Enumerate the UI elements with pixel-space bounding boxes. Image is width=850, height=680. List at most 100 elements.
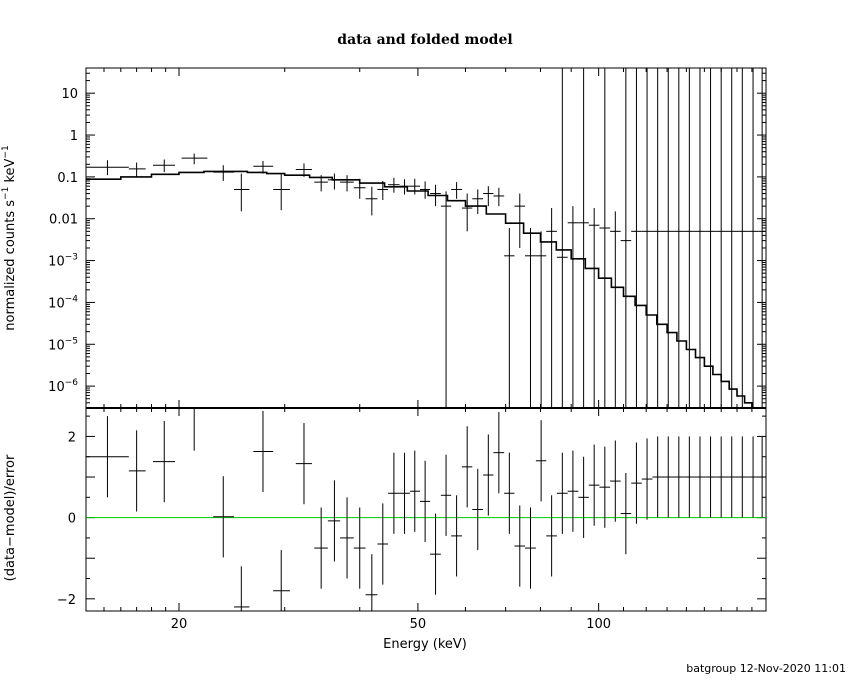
data-point [152, 159, 176, 173]
residual-point [365, 554, 378, 611]
data-point [409, 178, 420, 195]
residual-point [715, 436, 727, 518]
residual-point [493, 412, 505, 494]
data-point [440, 191, 452, 408]
model-curve [86, 170, 766, 409]
residual-point [705, 436, 716, 518]
data-point [578, 68, 589, 408]
residual-point [461, 426, 473, 508]
data-point [399, 179, 410, 195]
data-point [525, 228, 536, 408]
data-point [483, 186, 494, 207]
data-point [684, 68, 695, 408]
residual-point [694, 436, 706, 518]
y-tick-label: 10−6 [48, 378, 78, 395]
data-point [340, 175, 354, 192]
data-point [652, 68, 664, 408]
residual-point [234, 566, 250, 611]
residual-point [663, 436, 674, 518]
residual-point [641, 438, 653, 520]
residual-y-axis-label: (data−model)/error [3, 454, 18, 581]
data-point [472, 189, 484, 214]
data-point [377, 180, 389, 201]
data-point [663, 68, 674, 408]
data-point [365, 186, 378, 216]
data-point [747, 68, 759, 408]
y-tick-label: 0 [68, 512, 76, 527]
residual-point [726, 436, 737, 518]
footer-timestamp: batgroup 12-Nov-2020 11:01 [686, 662, 846, 675]
residual-point [610, 440, 621, 522]
residual-point [353, 507, 366, 589]
data-point [461, 193, 473, 232]
residual-point [253, 410, 274, 493]
data-point [128, 162, 146, 177]
residual-point [546, 495, 557, 577]
y-tick-label: 10−3 [48, 253, 78, 270]
y-tick-label: 2 [68, 430, 76, 445]
residual-point [525, 507, 536, 589]
residual-point [472, 468, 484, 551]
data-point [715, 68, 727, 408]
y-tick-label: 1 [70, 129, 78, 144]
spectrum-frame [85, 67, 767, 409]
chart-title: data and folded model [337, 32, 512, 48]
data-point [514, 193, 526, 248]
data-point [273, 173, 290, 211]
data-point [353, 178, 366, 199]
residual-point [399, 452, 410, 534]
data-point [314, 175, 328, 192]
y-tick-label: 10 [61, 87, 78, 102]
data-point [673, 68, 685, 408]
data-point [430, 184, 441, 207]
residual-point [430, 513, 441, 595]
data-point [736, 68, 748, 408]
y-tick-label: 0.1 [57, 171, 78, 186]
y-tick-label: 0.01 [49, 213, 78, 228]
x-tick-label: 100 [586, 617, 611, 632]
spectrum-panel: 10 1 0.1 0.01 10−3 10−4 10−5 10−6 [48, 67, 767, 409]
data-point [726, 68, 737, 408]
residual-point [620, 472, 632, 555]
residual-point [451, 495, 462, 577]
residual-point [388, 452, 400, 534]
residual-point [440, 454, 452, 536]
data-point [694, 68, 706, 408]
data-point [610, 211, 621, 408]
residual-point [86, 416, 129, 498]
data-point [620, 68, 632, 408]
y-tick-label: 10−4 [48, 294, 78, 311]
data-point [758, 68, 766, 408]
data-point [631, 68, 642, 408]
data-point [327, 173, 341, 190]
data-point [493, 187, 505, 207]
residual-frame [85, 407, 767, 612]
residual-point [295, 423, 312, 505]
residual-point [514, 505, 526, 587]
residual-point [758, 436, 766, 518]
residual-point [504, 452, 515, 534]
residual-point [377, 503, 389, 585]
data-point [253, 160, 274, 174]
data-point [504, 228, 515, 408]
residual-point [273, 550, 290, 611]
x-axis-label: Energy (keV) [383, 637, 467, 652]
residual-point [673, 436, 685, 518]
residual-point [736, 436, 748, 518]
residual-point [535, 420, 547, 502]
residual-point [327, 480, 341, 562]
residual-point [409, 450, 420, 532]
residual-point [213, 476, 235, 558]
residual-point [631, 442, 642, 524]
y-tick-label: −2 [57, 593, 76, 608]
x-tick-label: 50 [410, 617, 427, 632]
residual-point [128, 430, 146, 512]
residual-point [556, 452, 568, 534]
x-tick-label: 20 [171, 617, 188, 632]
residual-point [684, 436, 695, 518]
residual-point [588, 444, 600, 526]
data-point [86, 160, 129, 176]
data-point [556, 68, 568, 408]
